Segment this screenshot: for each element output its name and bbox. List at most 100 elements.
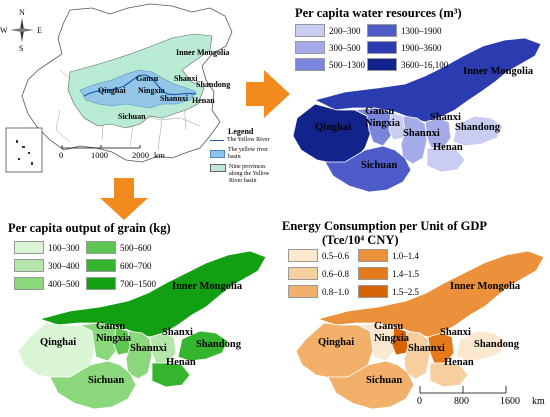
energy-legend-label-2: 0.8–1.0: [322, 286, 349, 297]
overview-legend-item-0: The Yellow River: [227, 137, 270, 143]
grain-swatch-5: [86, 277, 116, 290]
energy-label-qinghai: Qinghai: [318, 337, 355, 348]
water-qinghai: [292, 103, 372, 165]
grain-legend-label-4: 600–700: [120, 260, 152, 271]
energy-label-shandong: Shandong: [474, 339, 519, 350]
energy-swatch-0: [288, 249, 318, 262]
water-label-gansu: Gansu: [365, 106, 395, 117]
energy-map-panel: Energy Consumption per Unit of GDP (Tce/…: [278, 215, 550, 417]
grain-legend-item-2: 400–500: [14, 277, 80, 290]
water-map-panel: Per capita water resources (m³) 200–300 …: [285, 0, 550, 200]
overview-legend-item-1: The yellow river basin: [227, 147, 268, 160]
energy-label-sichuan: Sichuan: [366, 375, 403, 386]
overview-legend-item-2: Nine provinces along the Yellow River ba…: [229, 164, 270, 184]
grain-label-qinghai: Qinghai: [40, 337, 77, 348]
energy-label-henan: Henan: [444, 357, 474, 368]
china-outline-map: [5, 3, 233, 173]
energy-legend-label-3: 1.0–1.4: [392, 250, 419, 261]
grain-label-ningxia: Ningxia: [96, 333, 132, 344]
water-title: Per capita water resources (m³): [295, 6, 462, 20]
energy-shandong: [455, 330, 507, 362]
energy-legend-item-3: 1.0–1.4: [358, 249, 419, 262]
water-legend-label-0: 200–300: [329, 25, 361, 36]
energy-legend-item-1: 0.6–0.8: [288, 267, 349, 280]
grain-legend-item-0: 100–300: [14, 241, 80, 254]
water-label-sichuan: Sichuan: [361, 160, 398, 171]
water-legend-item-3: 1300–1900: [367, 24, 442, 37]
overview-legend: Legend The Yellow River The yellow river…: [210, 127, 278, 184]
water-inner-mongolia: [313, 37, 542, 123]
water-legend-item-5: 3600–16,100: [367, 58, 448, 71]
water-map: [292, 37, 542, 193]
grain-swatch-0: [14, 241, 44, 254]
overview-scale-unit: km: [154, 150, 165, 160]
energy-legend-item-0: 0.5–0.6: [288, 249, 349, 262]
water-swatch-4: [367, 41, 397, 54]
energy-title-line2: (Tce/10⁴ CNY): [322, 233, 399, 247]
grain-legend-label-3: 500–600: [120, 242, 152, 253]
water-legend-item-2: 500–1300: [295, 58, 365, 71]
energy-legend-label-5: 1.5–2.5: [392, 286, 419, 297]
label-shandong: Shandong: [196, 80, 231, 89]
label-gansu: Gansu: [136, 74, 159, 83]
grain-shandong: [177, 330, 229, 362]
grain-map: [17, 250, 267, 410]
water-legend-label-5: 3600–16,100: [401, 59, 449, 70]
energy-swatch-1: [288, 267, 318, 280]
grain-swatch-4: [86, 259, 116, 272]
compass-icon: [10, 18, 34, 42]
grain-legend-label-5: 700–1500: [120, 278, 156, 289]
energy-inner-mongolia: [316, 250, 545, 338]
energy-label-shannxi: Shannxi: [408, 343, 445, 354]
energy-shannxi: [403, 330, 431, 380]
water-henan: [426, 147, 466, 173]
water-shandong: [452, 115, 504, 147]
grain-legend-item-3: 500–600: [86, 241, 152, 254]
compass-e: E: [37, 26, 42, 35]
water-swatch-3: [367, 24, 397, 37]
grain-legend-label-1: 300–400: [48, 260, 80, 271]
water-label-inner-mongolia: Inner Mongolia: [463, 66, 534, 77]
yellow-river-basin: [79, 69, 197, 109]
grain-legend-label-2: 400–500: [48, 278, 80, 289]
grain-label-gansu: Gansu: [96, 321, 126, 332]
label-ningxia: Ningxia: [138, 86, 165, 95]
label-shannxi: Shannxi: [160, 94, 189, 103]
grain-inner-mongolia: [38, 250, 267, 338]
grain-label-shandong: Shandong: [196, 339, 241, 350]
energy-gansu: [356, 322, 401, 362]
water-legend-label-3: 1300–1900: [401, 25, 442, 36]
energy-scale-tick-0: 0: [417, 396, 422, 407]
grain-shanxi: [149, 332, 177, 364]
grain-shannxi: [125, 330, 153, 380]
water-swatch-2: [295, 58, 325, 71]
water-sichuan: [324, 145, 412, 193]
overview-map-panel: N S W E Inner Mongolia Gansu Shanxi Qing…: [0, 0, 280, 185]
energy-legend-label-4: 1.4–1.5: [392, 268, 419, 279]
legend-provinces-swatch: [210, 164, 226, 172]
energy-label-gansu: Gansu: [374, 321, 404, 332]
overview-legend-title: Legend: [228, 127, 254, 136]
compass-w: W: [0, 26, 8, 35]
energy-label-ningxia: Ningxia: [374, 333, 410, 344]
water-legend-label-4: 1900–3600: [401, 42, 442, 53]
water-gansu: [353, 107, 398, 147]
water-label-ningxia: Ningxia: [365, 118, 401, 129]
energy-swatch-5: [358, 285, 388, 298]
water-legend-label-2: 500–1300: [329, 59, 365, 70]
water-legend-item-0: 200–300: [295, 24, 361, 37]
overview-scale-tick-0: 0: [59, 150, 64, 160]
water-legend-item-4: 1900–3600: [367, 41, 442, 54]
energy-scale-unit: km: [532, 396, 545, 407]
yellow-river-line: [83, 74, 197, 97]
water-label-henan: Henan: [433, 142, 463, 153]
water-swatch-0: [295, 24, 325, 37]
energy-scale-tick-2: 1600: [500, 396, 520, 407]
water-shannxi: [400, 115, 428, 165]
grain-swatch-1: [14, 259, 44, 272]
energy-swatch-2: [288, 285, 318, 298]
energy-legend-label-0: 0.5–0.6: [322, 250, 349, 261]
energy-scale-tick-1: 800: [454, 396, 469, 407]
grain-henan: [151, 362, 191, 388]
compass-n: N: [19, 8, 25, 17]
